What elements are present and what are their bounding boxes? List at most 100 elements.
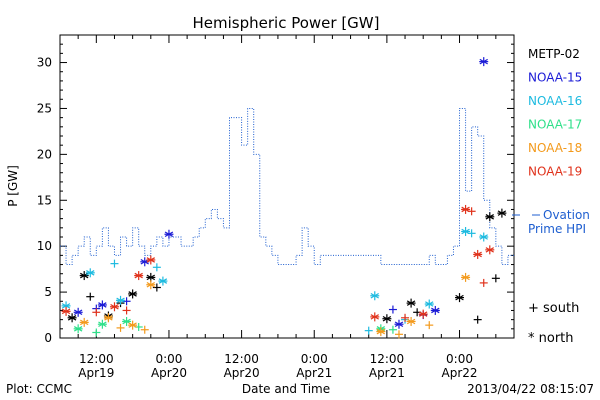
south-marker: [425, 321, 434, 330]
north-marker: [406, 298, 416, 308]
marker-legend-item: * north: [528, 331, 574, 346]
north-marker: [376, 327, 386, 337]
x-tick-label-time: 12:00: [370, 352, 405, 366]
y-axis: 0 5 10 15 20 25 30: [37, 34, 514, 345]
south-marker: [116, 323, 125, 332]
south-marker: [152, 263, 161, 272]
north-marker: [103, 313, 113, 323]
north-marker: [418, 309, 428, 319]
x-tick-label-time: 0:00: [155, 352, 182, 366]
data-markers: [61, 57, 507, 339]
x-tick-label-date: Apr20: [224, 366, 260, 380]
south-marker: [479, 278, 488, 287]
x-tick-label-date: Apr22: [442, 366, 478, 380]
south-marker: [401, 313, 410, 322]
north-marker: [461, 226, 471, 236]
north-marker: [79, 317, 89, 327]
south-marker: [122, 297, 131, 306]
north-marker: [406, 316, 416, 326]
y-tick-label: 30: [37, 56, 52, 70]
south-marker: [394, 330, 403, 339]
north-marker: [485, 212, 495, 222]
y-tick-label: 25: [37, 101, 52, 115]
x-tick-label-date: Apr21: [296, 366, 332, 380]
south-marker: [140, 325, 149, 334]
legend-item: NOAA-19: [528, 165, 582, 179]
x-tick-label-time: 0:00: [446, 352, 473, 366]
ovation-prime-line: [60, 107, 514, 266]
south-marker: [364, 326, 373, 335]
legend-item: NOAA-17: [528, 118, 582, 132]
plot-area: [59, 34, 515, 339]
north-marker: [73, 307, 83, 317]
x-tick-label-time: 0:00: [301, 352, 328, 366]
south-marker: [110, 259, 119, 268]
north-marker: [146, 280, 156, 290]
legend-item: NOAA-15: [528, 71, 582, 85]
south-marker: [491, 274, 500, 283]
north-marker: [146, 255, 156, 265]
south-marker: [92, 328, 101, 337]
ovation-legend-line1: Ovation: [543, 208, 590, 222]
north-marker: [109, 302, 119, 312]
legend-item: NOAA-16: [528, 94, 582, 108]
ovation-legend-line2: Prime HPI: [528, 222, 586, 236]
ovation-legend: Ovation Prime HPI: [512, 208, 590, 236]
south-marker: [388, 325, 397, 334]
y-tick-label: 15: [37, 193, 52, 207]
south-marker: [86, 292, 95, 301]
north-marker: [461, 204, 471, 214]
north-marker: [461, 272, 471, 282]
north-marker: [97, 319, 107, 329]
north-marker: [479, 232, 489, 242]
marker-legend: + south * north: [528, 301, 579, 346]
north-marker: [73, 324, 83, 334]
chart-title: Hemispheric Power [GW]: [193, 14, 380, 32]
y-tick-label: 5: [44, 285, 52, 299]
y-axis-label: P [GW]: [6, 165, 20, 207]
north-marker: [128, 289, 138, 299]
north-marker: [424, 299, 434, 309]
north-marker: [370, 312, 380, 322]
north-marker: [485, 245, 495, 255]
north-marker: [67, 313, 77, 323]
footer-right: 2013/04/22 08:15:07: [467, 382, 594, 396]
y-tick-label: 20: [37, 147, 52, 161]
north-marker: [79, 271, 89, 281]
legend-item: NOAA-18: [528, 141, 582, 155]
north-marker: [134, 271, 144, 281]
north-marker: [97, 300, 107, 310]
north-marker: [85, 268, 95, 278]
legend-item: METP-02: [528, 47, 580, 61]
x-axis: 12:00Apr190:00Apr2012:00Apr200:00Apr2112…: [59, 35, 515, 380]
north-marker: [497, 208, 507, 218]
x-tick-label-date: Apr20: [151, 366, 187, 380]
north-marker: [164, 229, 174, 239]
north-marker: [382, 314, 392, 324]
south-marker: [152, 283, 161, 292]
y-tick-label: 0: [44, 331, 52, 345]
marker-legend-item: + south: [528, 301, 579, 316]
north-marker: [116, 295, 126, 305]
north-marker: [128, 320, 138, 330]
plot-frame: [59, 34, 515, 339]
y-tick-label: 10: [37, 239, 52, 253]
north-marker: [394, 319, 404, 329]
x-tick-label-time: 12:00: [79, 352, 114, 366]
x-tick-label-date: Apr19: [78, 366, 114, 380]
south-marker: [388, 305, 397, 314]
legend: METP-02 NOAA-15 NOAA-16 NOAA-17 NOAA-18 NOAA-…: [528, 47, 582, 179]
south-marker: [473, 315, 482, 324]
x-tick-label-date: Apr21: [369, 366, 405, 380]
x-tick-label-time: 12:00: [224, 352, 259, 366]
north-marker: [479, 57, 489, 67]
footer-left: Plot: CCMC: [6, 382, 72, 396]
north-marker: [430, 305, 440, 315]
south-marker: [122, 306, 131, 315]
south-marker: [92, 308, 101, 317]
north-marker: [370, 291, 380, 301]
north-marker: [61, 306, 71, 316]
north-marker: [455, 293, 465, 303]
north-marker: [158, 276, 168, 286]
